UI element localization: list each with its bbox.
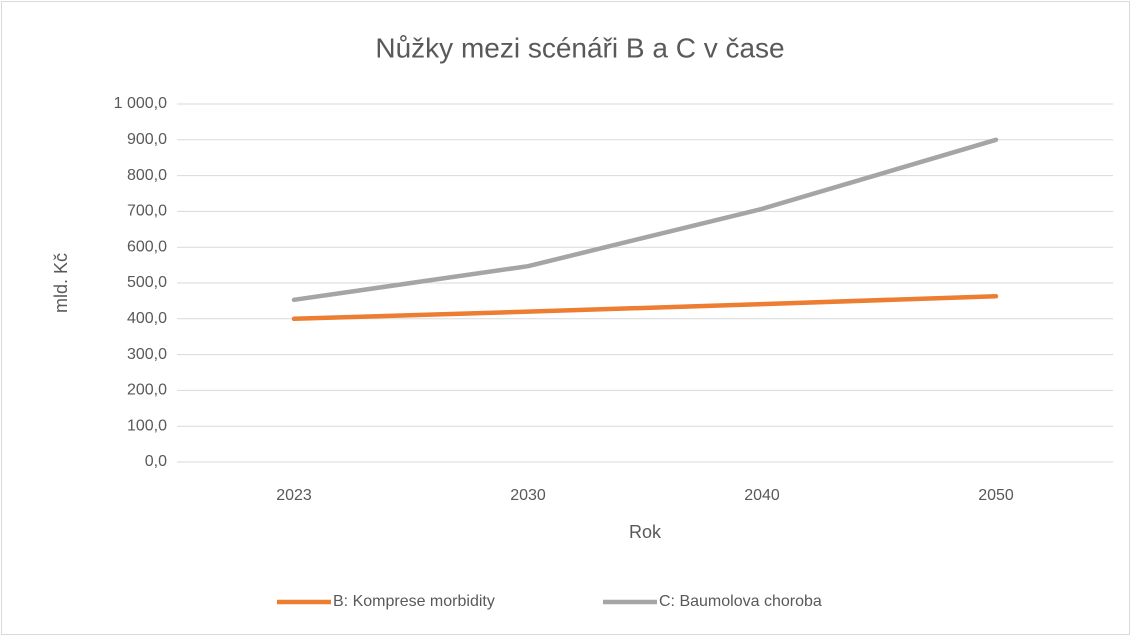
y-tick-label: 600,0 xyxy=(127,238,167,255)
y-tick-label: 1 000,0 xyxy=(114,95,167,112)
y-tick-label: 900,0 xyxy=(127,131,167,148)
x-axis-label: Rok xyxy=(629,522,662,542)
y-tick-label: 500,0 xyxy=(127,274,167,291)
x-tick-label: 2040 xyxy=(744,487,780,504)
y-tick-label: 800,0 xyxy=(127,167,167,184)
y-tick-label: 200,0 xyxy=(127,382,167,399)
x-tick-label: 2030 xyxy=(510,487,546,504)
x-tick-label: 2023 xyxy=(276,487,312,504)
y-tick-label: 400,0 xyxy=(127,310,167,327)
y-tick-label: 0,0 xyxy=(145,453,167,470)
x-tick-label: 2050 xyxy=(978,487,1014,504)
y-tick-label: 100,0 xyxy=(127,417,167,434)
legend-label: C: Baumolova choroba xyxy=(659,593,822,610)
chart-title: Nůžky mezi scénáři B a C v čase xyxy=(375,32,784,63)
y-tick-label: 700,0 xyxy=(127,203,167,220)
legend-label: B: Komprese morbidity xyxy=(333,593,495,610)
y-axis-label: mld. Kč xyxy=(51,253,71,313)
data-line xyxy=(291,137,999,303)
y-tick-label: 300,0 xyxy=(127,346,167,363)
data-line xyxy=(291,293,999,322)
